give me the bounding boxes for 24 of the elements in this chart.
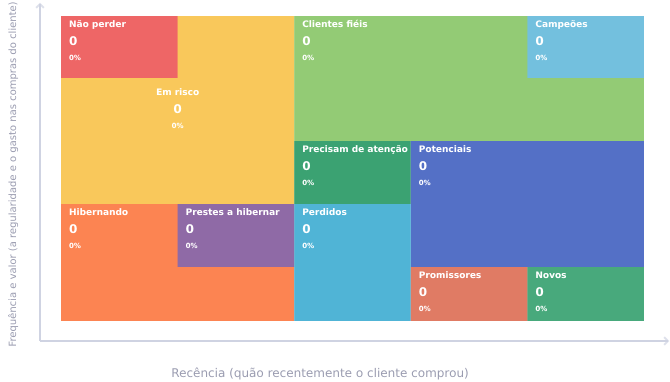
data-label: 0 — [173, 102, 182, 116]
data-label: 0 — [69, 222, 78, 236]
category-label: Clientes fiéis — [302, 19, 368, 30]
category-label: Não perder — [69, 20, 126, 30]
category-label: Em risco — [156, 88, 200, 98]
data-label: 0 — [186, 222, 194, 236]
data-label: 0 — [302, 34, 311, 48]
data-label: 0 — [302, 222, 311, 236]
data-label: 0 — [418, 285, 428, 299]
category-label: Campeões — [535, 20, 588, 30]
data-label: 0 — [418, 159, 428, 173]
text: Frequência e valor (a regularidade e o gasto nas compras do cliente) — [8, 1, 19, 347]
text: Recência (quão recentemente o cliente comprou) — [171, 366, 469, 380]
data-label: 0 — [535, 285, 544, 299]
data-label: 0 — [302, 159, 311, 173]
category-label: Precisam de atenção — [302, 145, 408, 155]
data-label: 0 — [69, 34, 78, 48]
data-label: 0 — [535, 34, 544, 48]
category-label: Perdidos — [302, 208, 347, 218]
category-label: Potenciais — [418, 145, 472, 155]
category-label: Promissores — [418, 271, 482, 281]
category-label: Novos — [535, 271, 567, 281]
category-label: Hibernando — [69, 208, 128, 218]
category-label: Prestes a hibernar — [186, 208, 280, 218]
